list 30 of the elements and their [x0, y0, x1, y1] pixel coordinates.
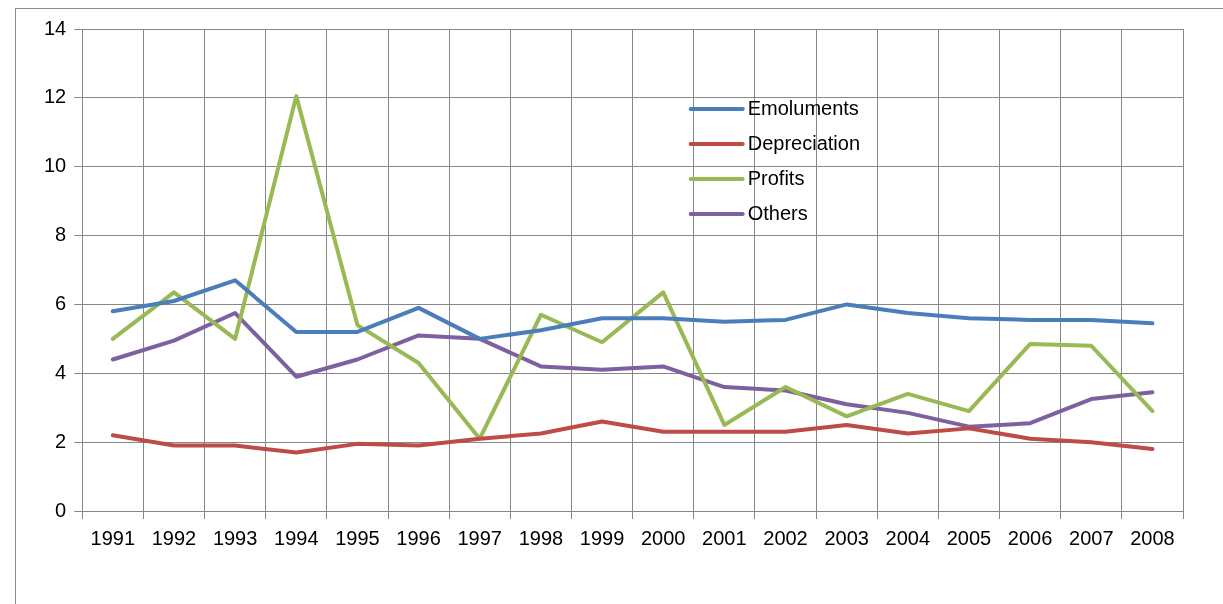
x-tick-label: 2008 [1130, 526, 1175, 549]
y-tick-label: 10 [44, 154, 67, 177]
x-tick-label: 2007 [1069, 526, 1114, 549]
y-tick-label: 12 [44, 85, 67, 108]
x-tick-label: 1998 [518, 526, 564, 549]
x-tick-label: 1996 [396, 526, 441, 549]
legend-label: Emoluments [747, 96, 859, 119]
y-tick-label: 2 [55, 429, 67, 452]
x-tick-label: 1992 [151, 526, 197, 549]
x-tick-label: 2001 [702, 526, 747, 549]
x-tick-label: 1991 [90, 526, 136, 549]
y-tick-label: 6 [55, 291, 67, 314]
x-tick-label: 1997 [457, 526, 502, 549]
y-tick-label: 0 [55, 498, 67, 521]
legend-label: Profits [747, 166, 805, 189]
y-tick-label: 4 [55, 360, 67, 383]
x-tick-label: 2004 [885, 526, 931, 549]
x-tick-label: 1995 [335, 526, 380, 549]
x-tick-label: 2006 [1007, 526, 1053, 549]
x-tick-label: 2000 [640, 526, 686, 549]
y-tick-label: 14 [44, 16, 67, 39]
legend-label: Others [747, 201, 808, 224]
x-tick-label: 2002 [763, 526, 808, 549]
x-tick-label: 2005 [946, 526, 992, 549]
x-tick-label: 1993 [212, 526, 258, 549]
x-tick-label: 1994 [274, 526, 319, 549]
x-tick-label: 1999 [579, 526, 625, 549]
x-tick-label: 2003 [824, 526, 869, 549]
legend-label: Depreciation [747, 131, 861, 154]
y-tick-label: 8 [55, 223, 67, 246]
